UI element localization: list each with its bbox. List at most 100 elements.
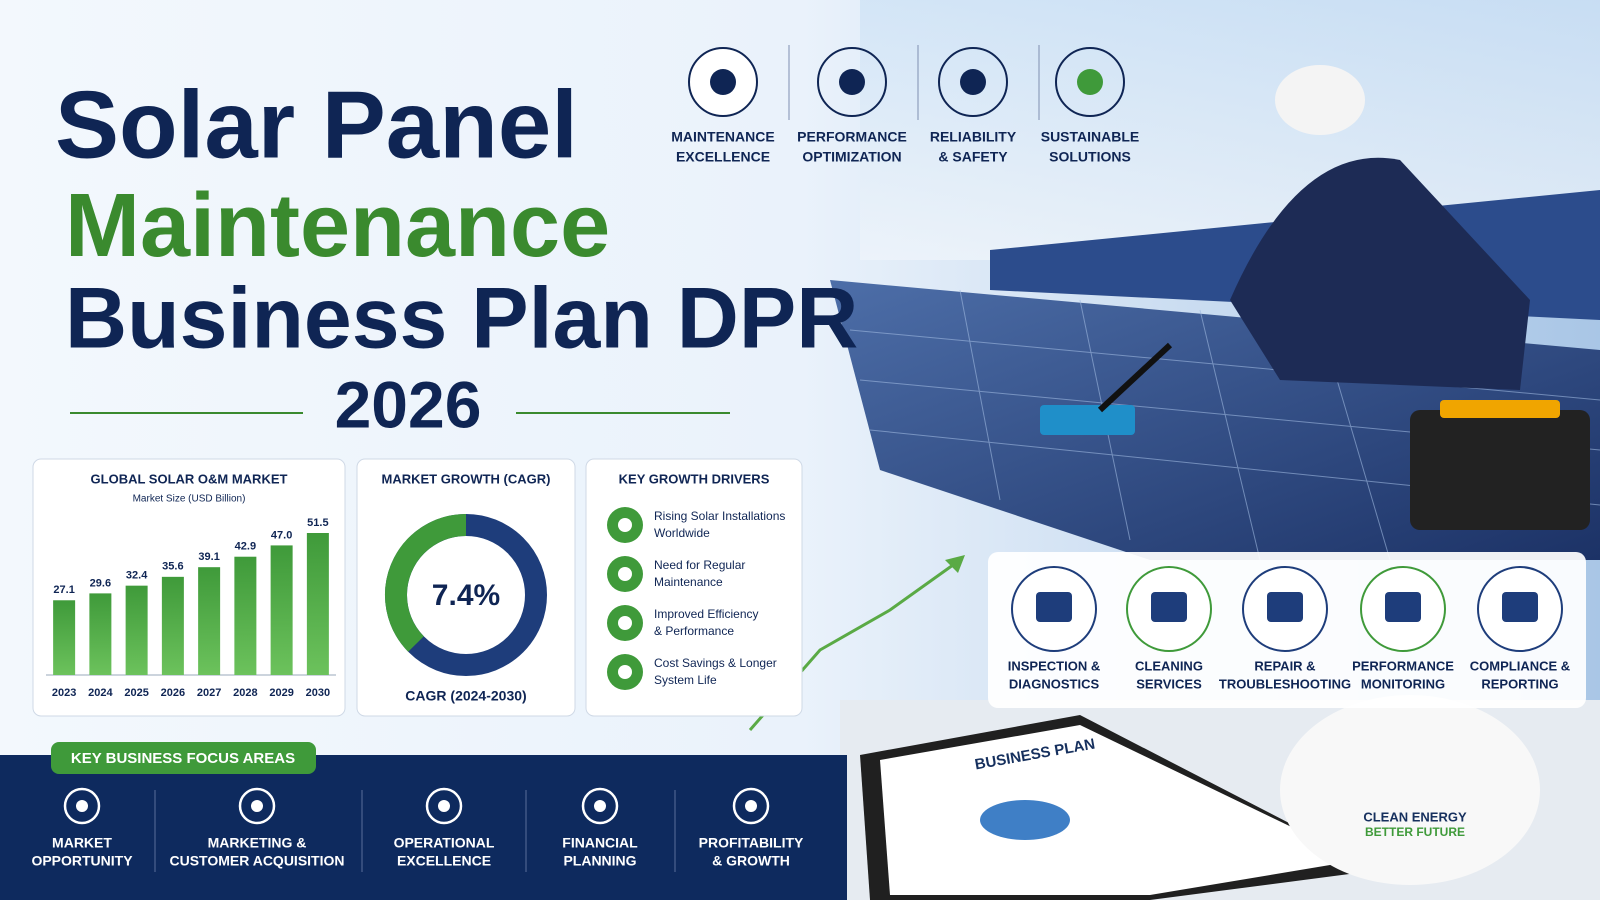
x-tick-label: 2027 bbox=[197, 687, 221, 699]
donut-segment bbox=[385, 514, 467, 652]
driver-text: Need for Regular bbox=[654, 558, 745, 572]
focus-label: OPERATIONAL bbox=[394, 835, 495, 851]
cagr-title: MARKET GROWTH (CAGR) bbox=[382, 471, 551, 486]
focus-label: EXCELLENCE bbox=[397, 853, 491, 869]
bar-value-label: 51.5 bbox=[307, 517, 328, 529]
bar-value-label: 27.1 bbox=[53, 584, 74, 596]
focus-icon bbox=[581, 787, 619, 825]
x-tick-label: 2030 bbox=[306, 687, 330, 699]
focus-label: MARKET bbox=[52, 835, 112, 851]
x-tick-label: 2026 bbox=[161, 687, 185, 699]
brush-handle bbox=[1097, 342, 1173, 413]
focus-label: CUSTOMER ACQUISITION bbox=[169, 853, 344, 869]
feature-icon-core bbox=[1077, 69, 1103, 95]
focus-label: OPPORTUNITY bbox=[31, 853, 133, 869]
service-icon-glyph bbox=[1385, 592, 1421, 622]
feature-icon bbox=[1055, 47, 1125, 117]
feature-icon bbox=[938, 47, 1008, 117]
driver-icon-core bbox=[618, 665, 632, 679]
driver-text: Improved Efficiency bbox=[654, 607, 759, 621]
driver-text: Rising Solar Installations bbox=[654, 509, 785, 523]
cagr-value: 7.4% bbox=[432, 579, 500, 612]
focus-icon-core bbox=[438, 800, 450, 812]
driver-text: & Performance bbox=[654, 624, 734, 638]
worker bbox=[1230, 157, 1530, 390]
helmet-text: BETTER FUTURE bbox=[1365, 825, 1465, 839]
bar bbox=[161, 576, 184, 675]
focus-label: & GROWTH bbox=[712, 853, 790, 869]
service-label: SERVICES bbox=[1136, 676, 1202, 691]
focus-icon-core bbox=[745, 800, 757, 812]
service-label: MONITORING bbox=[1361, 676, 1445, 691]
x-tick-label: 2025 bbox=[124, 687, 148, 699]
service-label: COMPLIANCE & bbox=[1470, 658, 1570, 673]
feature-label: PERFORMANCE bbox=[797, 129, 907, 145]
focus-badge-label: KEY BUSINESS FOCUS AREAS bbox=[71, 750, 295, 767]
bar-value-label: 32.4 bbox=[126, 570, 148, 582]
feature-label: & SAFETY bbox=[938, 149, 1008, 165]
service-label: TROUBLESHOOTING bbox=[1219, 676, 1351, 691]
feature-icon bbox=[817, 47, 887, 117]
hard-hat bbox=[1280, 695, 1540, 885]
focus-icon bbox=[732, 787, 770, 825]
focus-label: FINANCIAL bbox=[562, 835, 638, 851]
focus-badge bbox=[51, 742, 316, 774]
service-label: PERFORMANCE bbox=[1352, 658, 1454, 673]
service-label: REPAIR & bbox=[1254, 658, 1315, 673]
x-tick-label: 2029 bbox=[269, 687, 293, 699]
bar bbox=[270, 545, 293, 675]
worker-helmet bbox=[1275, 65, 1365, 135]
drivers-title: KEY GROWTH DRIVERS bbox=[619, 471, 770, 486]
title-line: Maintenance bbox=[65, 176, 610, 276]
driver-icon-core bbox=[618, 518, 632, 532]
cleaning-brush bbox=[1040, 405, 1135, 435]
service-label: DIAGNOSTICS bbox=[1009, 676, 1100, 691]
bar bbox=[89, 593, 112, 675]
focus-icon-core bbox=[76, 800, 88, 812]
focus-label: PROFITABILITY bbox=[699, 835, 804, 851]
toolbox-handle bbox=[1440, 400, 1560, 418]
driver-text: System Life bbox=[654, 673, 717, 687]
document-pie bbox=[980, 800, 1070, 840]
service-icon-glyph bbox=[1151, 592, 1187, 622]
focus-label: MARKETING & bbox=[208, 835, 307, 851]
bar-value-label: 47.0 bbox=[271, 529, 292, 541]
feature-label: SUSTAINABLE bbox=[1041, 129, 1140, 145]
feature-label: SOLUTIONS bbox=[1049, 149, 1131, 165]
bar bbox=[53, 600, 76, 675]
toolbox bbox=[1410, 410, 1590, 530]
x-tick-label: 2024 bbox=[88, 687, 113, 699]
growth-arrowhead bbox=[945, 555, 965, 573]
x-tick-label: 2023 bbox=[52, 687, 76, 699]
helmet-text: CLEAN ENERGY bbox=[1363, 809, 1467, 824]
bar-value-label: 35.6 bbox=[162, 561, 183, 573]
bar bbox=[125, 585, 148, 675]
focus-icon-core bbox=[251, 800, 263, 812]
driver-text: Maintenance bbox=[654, 575, 723, 589]
document bbox=[880, 725, 1360, 895]
feature-label: EXCELLENCE bbox=[676, 149, 770, 165]
focus-band bbox=[0, 755, 847, 900]
bar-value-label: 39.1 bbox=[198, 551, 219, 563]
feature-label: MAINTENANCE bbox=[671, 129, 774, 145]
driver-text: Cost Savings & Longer bbox=[654, 656, 777, 670]
title-line: Solar Panel bbox=[55, 71, 578, 178]
title-line: Business Plan DPR bbox=[65, 271, 858, 367]
service-icon-glyph bbox=[1267, 592, 1303, 622]
bar-value-label: 29.6 bbox=[90, 577, 111, 589]
bar-value-label: 42.9 bbox=[235, 541, 256, 553]
feature-icon-core bbox=[960, 69, 986, 95]
service-icon-glyph bbox=[1502, 592, 1538, 622]
feature-label: RELIABILITY bbox=[930, 129, 1017, 145]
chart-title: GLOBAL SOLAR O&M MARKET bbox=[91, 471, 288, 486]
service-icon-glyph bbox=[1036, 592, 1072, 622]
feature-label: OPTIMIZATION bbox=[802, 149, 901, 165]
feature-icon-core bbox=[839, 69, 865, 95]
focus-icon bbox=[425, 787, 463, 825]
chart-subtitle: Market Size (USD Billion) bbox=[133, 494, 246, 505]
focus-icon bbox=[63, 787, 101, 825]
focus-icon-core bbox=[594, 800, 606, 812]
bar bbox=[234, 556, 257, 675]
service-label: CLEANING bbox=[1135, 658, 1203, 673]
